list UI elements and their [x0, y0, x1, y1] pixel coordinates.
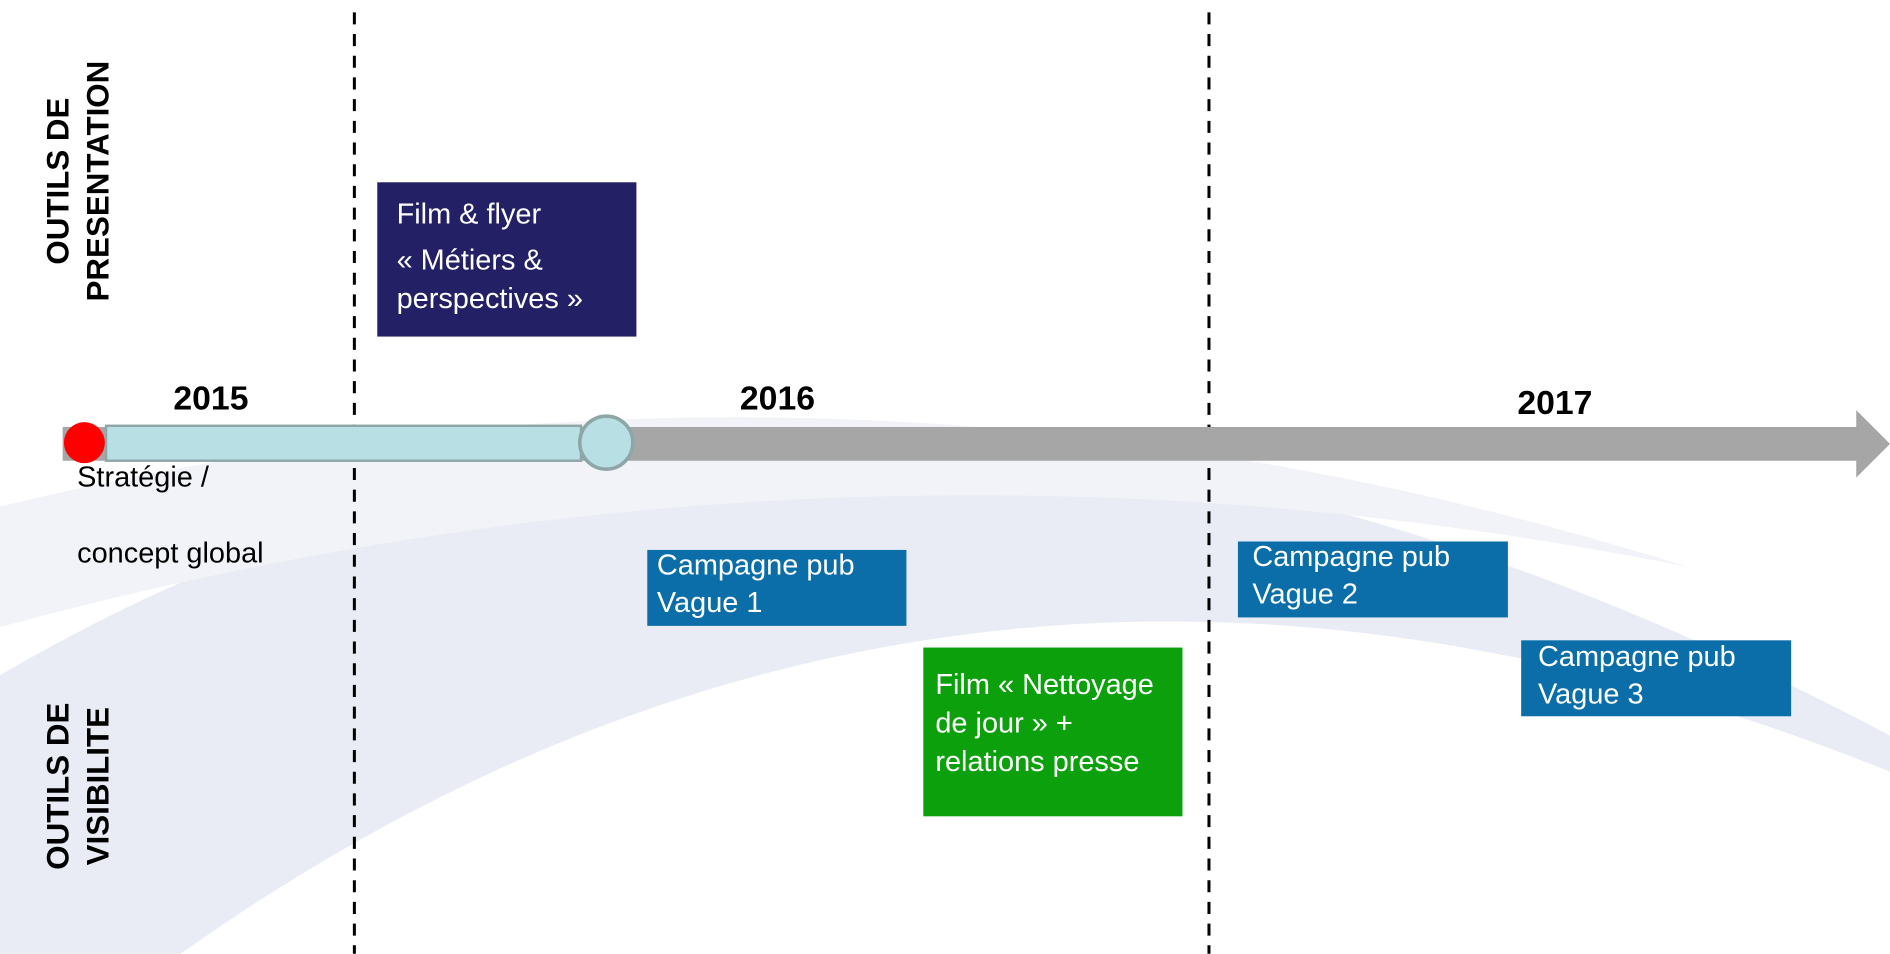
- box-text: Campagne pub: [1538, 641, 1736, 673]
- side-label-line: PRESENTATION: [80, 61, 115, 302]
- side-label: OUTILS DE PRESENTATION: [41, 61, 116, 302]
- milestone-label: concept global: [77, 537, 263, 569]
- box-text: « Métiers &: [397, 244, 543, 276]
- box-text: Vague 2: [1252, 578, 1358, 610]
- box-text: Campagne pub: [1252, 541, 1450, 573]
- side-label-line: VISIBILITE: [80, 707, 115, 865]
- box-text: relations presse: [935, 746, 1139, 778]
- year: 2015: [173, 379, 248, 417]
- timeline-slide: OUTILS DE PRESENTATION OUTILS DE VISIBIL…: [0, 0, 1890, 954]
- phase-end: [580, 416, 633, 469]
- box-text: Film « Nettoyage: [935, 669, 1153, 701]
- milestone-label: Stratégie /: [77, 461, 210, 493]
- year: 2016: [740, 379, 815, 417]
- year: 2017: [1517, 384, 1592, 422]
- box-text: perspectives »: [397, 283, 583, 315]
- box-text: Vague 1: [657, 587, 763, 619]
- side-label-line: OUTILS DE: [41, 703, 76, 870]
- start-dot: [64, 422, 105, 463]
- box-text: Campagne pub: [657, 549, 855, 581]
- side-label-line: OUTILS DE: [41, 98, 76, 265]
- phase-bar: [106, 426, 581, 461]
- box-text: de jour » +: [935, 707, 1072, 739]
- box-text: Film & flyer: [397, 199, 542, 231]
- box-text: Vague 3: [1538, 678, 1644, 710]
- page: {"side_labels": {"top": ["OUTILS DE", "P…: [0, 0, 1890, 954]
